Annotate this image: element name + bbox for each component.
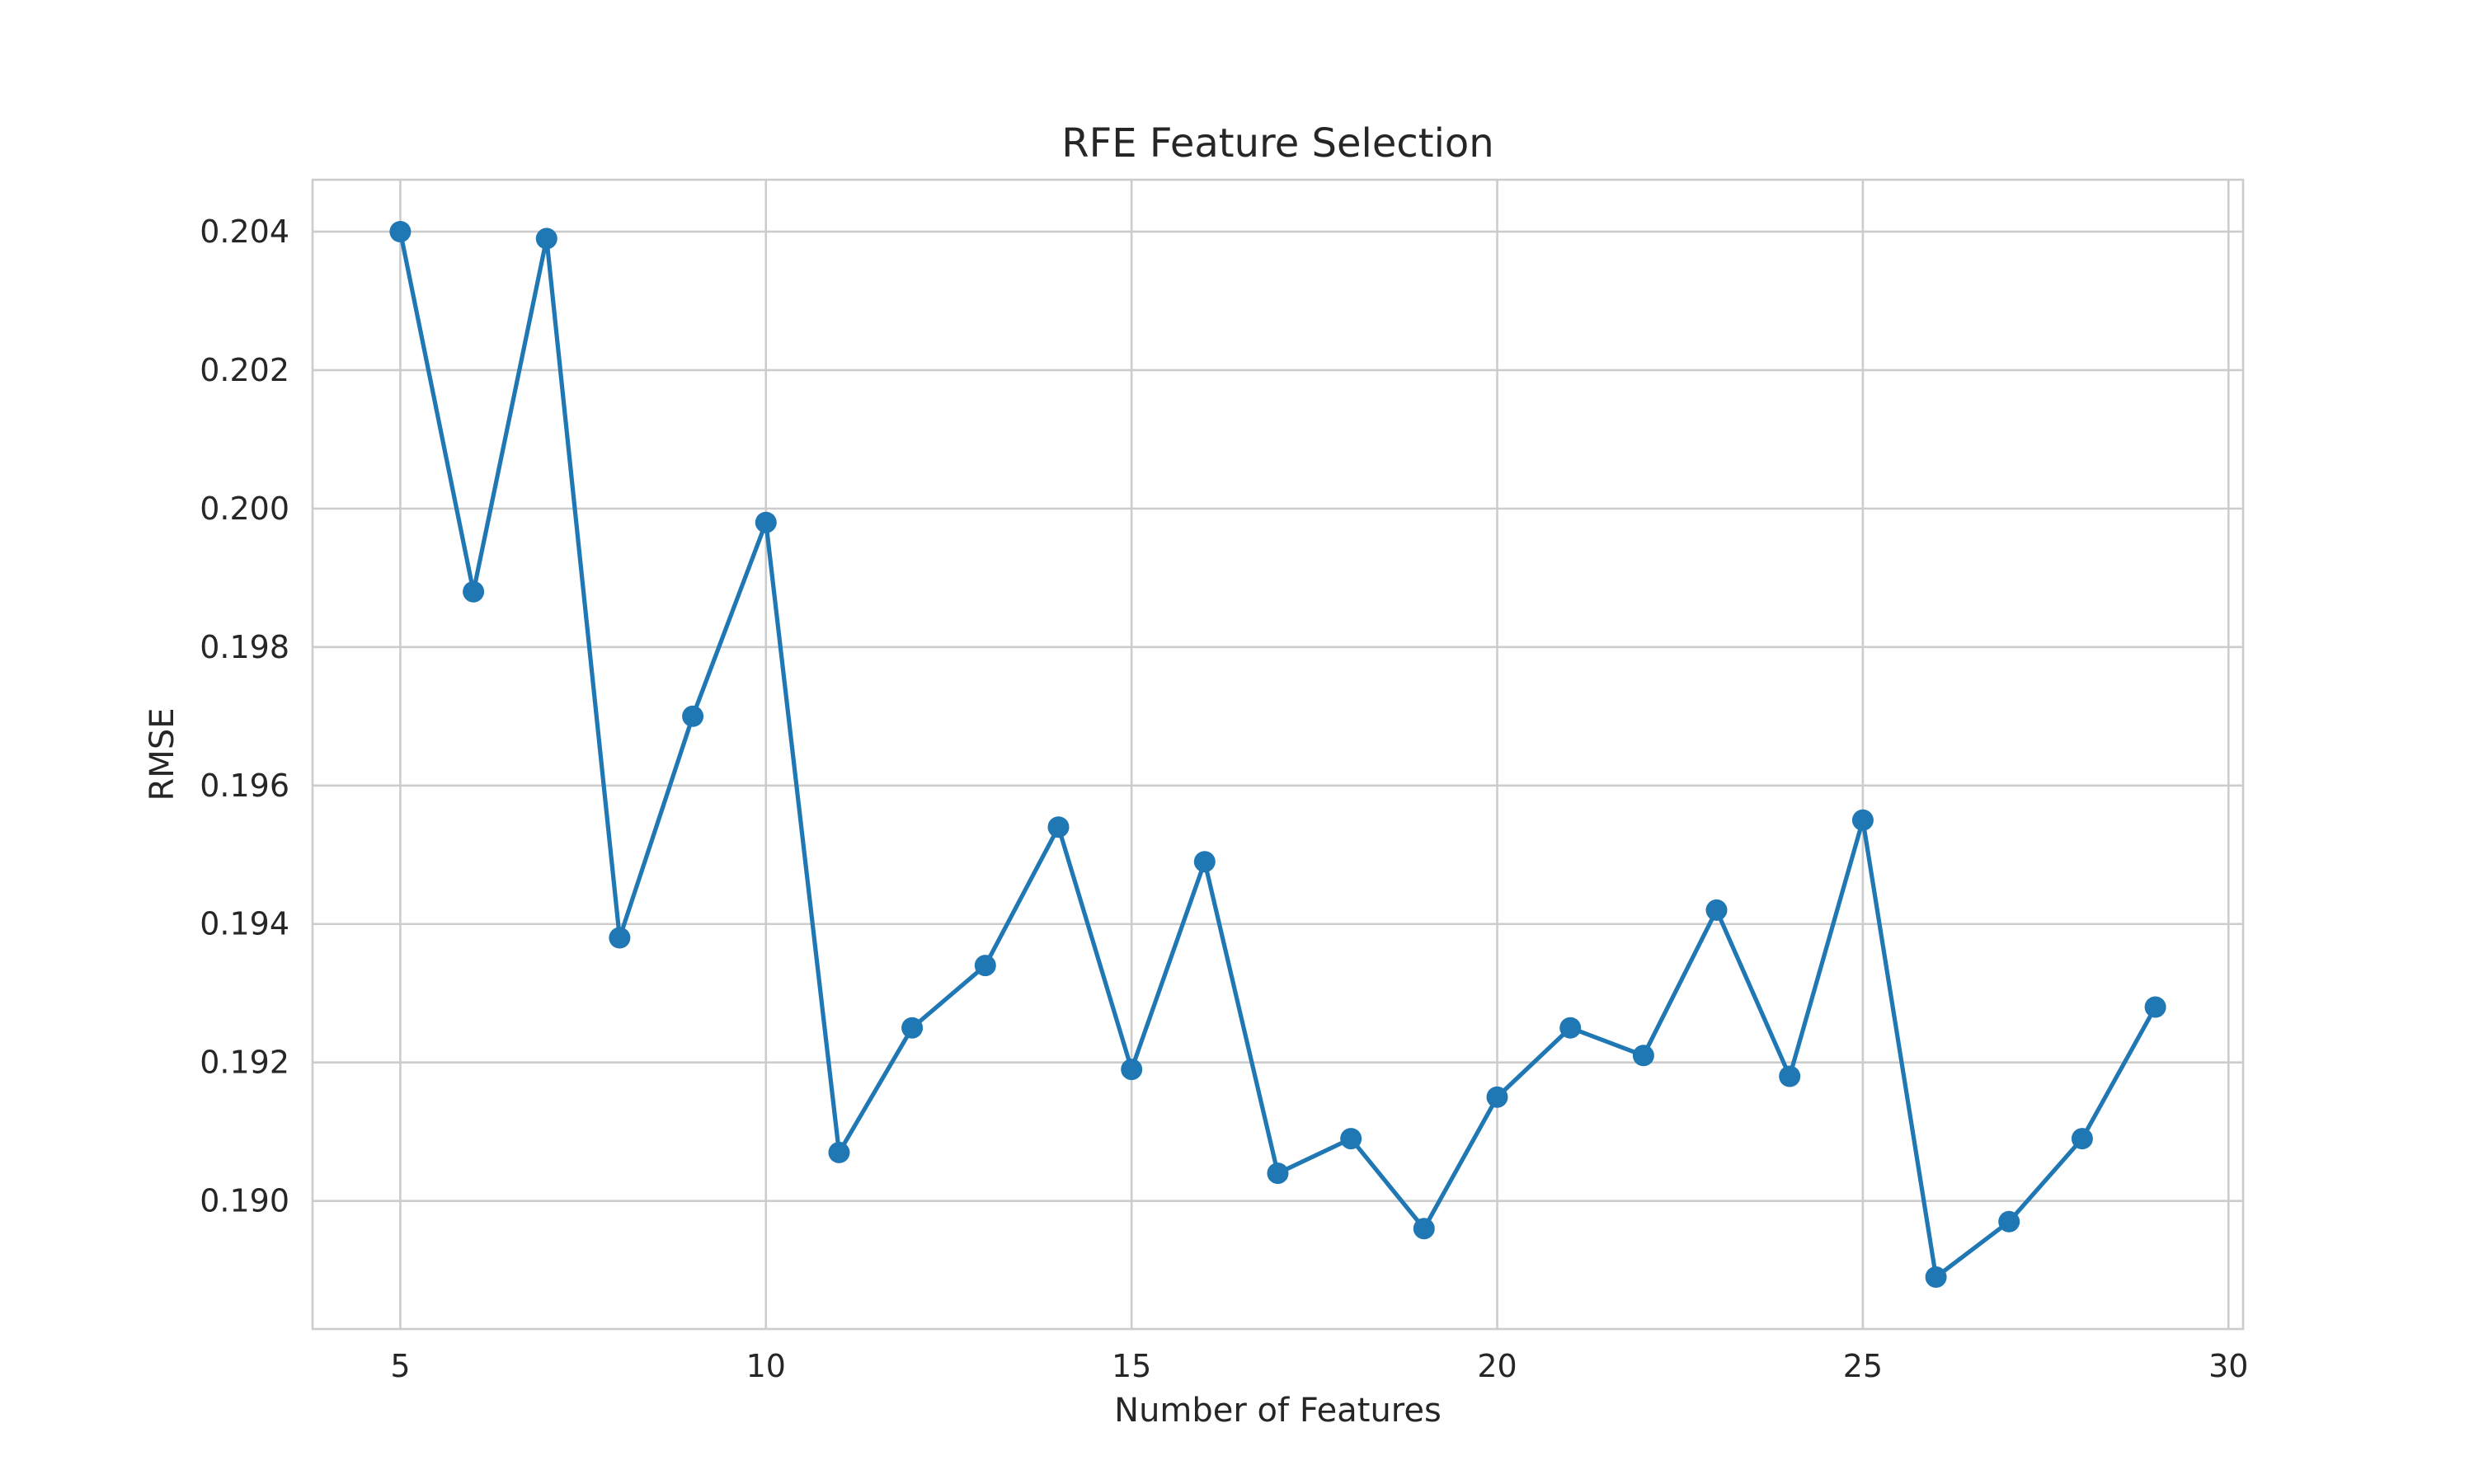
x-tick-labels: 5 10 15 20 25 30 bbox=[390, 1348, 2248, 1384]
plot-frame bbox=[311, 178, 2245, 1331]
data-point bbox=[1486, 1086, 1508, 1108]
x-axis-label: Number of Features bbox=[1114, 1392, 1442, 1430]
series-layer bbox=[389, 221, 2166, 1288]
y-tick-label: 0.194 bbox=[200, 906, 289, 942]
data-point bbox=[1632, 1045, 1654, 1067]
data-point bbox=[535, 228, 557, 250]
y-axis-label: RMSE bbox=[143, 708, 181, 801]
data-point bbox=[1779, 1065, 1801, 1087]
data-point bbox=[1559, 1017, 1582, 1039]
x-tick-label: 5 bbox=[390, 1348, 410, 1384]
data-point bbox=[828, 1141, 850, 1163]
data-point bbox=[609, 927, 631, 949]
x-tick-label: 25 bbox=[1843, 1348, 1883, 1384]
y-tick-labels: 0.190 0.192 0.194 0.196 0.198 0.200 0.202 0.204 bbox=[200, 214, 289, 1219]
grid-layer bbox=[313, 180, 2243, 1329]
y-tick-label: 0.204 bbox=[200, 214, 289, 250]
series-line bbox=[397, 229, 2158, 1280]
data-point bbox=[463, 580, 485, 603]
data-point bbox=[389, 221, 412, 242]
y-tick-label: 0.196 bbox=[200, 768, 289, 804]
data-point bbox=[1705, 899, 1728, 921]
y-tick-label: 0.190 bbox=[200, 1183, 289, 1219]
data-point bbox=[1925, 1266, 1947, 1288]
data-point bbox=[1413, 1218, 1435, 1240]
x-tick-label: 15 bbox=[1112, 1348, 1151, 1384]
y-tick-label: 0.198 bbox=[200, 629, 289, 665]
x-tick-label: 30 bbox=[2208, 1348, 2248, 1384]
data-point bbox=[1851, 809, 1874, 831]
data-point bbox=[2144, 996, 2166, 1018]
data-point bbox=[901, 1017, 924, 1039]
y-tick-label: 0.202 bbox=[200, 352, 289, 388]
data-point bbox=[1998, 1210, 2020, 1233]
data-point bbox=[682, 705, 704, 727]
data-point bbox=[1121, 1059, 1143, 1081]
data-point bbox=[755, 511, 777, 533]
x-tick-label: 20 bbox=[1477, 1348, 1517, 1384]
data-point bbox=[1267, 1162, 1289, 1185]
y-tick-label: 0.200 bbox=[200, 491, 289, 527]
data-point bbox=[974, 955, 996, 977]
chart-title: RFE Feature Selection bbox=[1061, 120, 1493, 167]
data-point bbox=[1340, 1128, 1362, 1150]
data-point bbox=[1193, 851, 1216, 873]
data-point bbox=[2071, 1128, 2093, 1150]
y-tick-label: 0.192 bbox=[200, 1045, 289, 1081]
x-tick-label: 10 bbox=[746, 1348, 786, 1384]
data-point bbox=[1047, 816, 1070, 838]
